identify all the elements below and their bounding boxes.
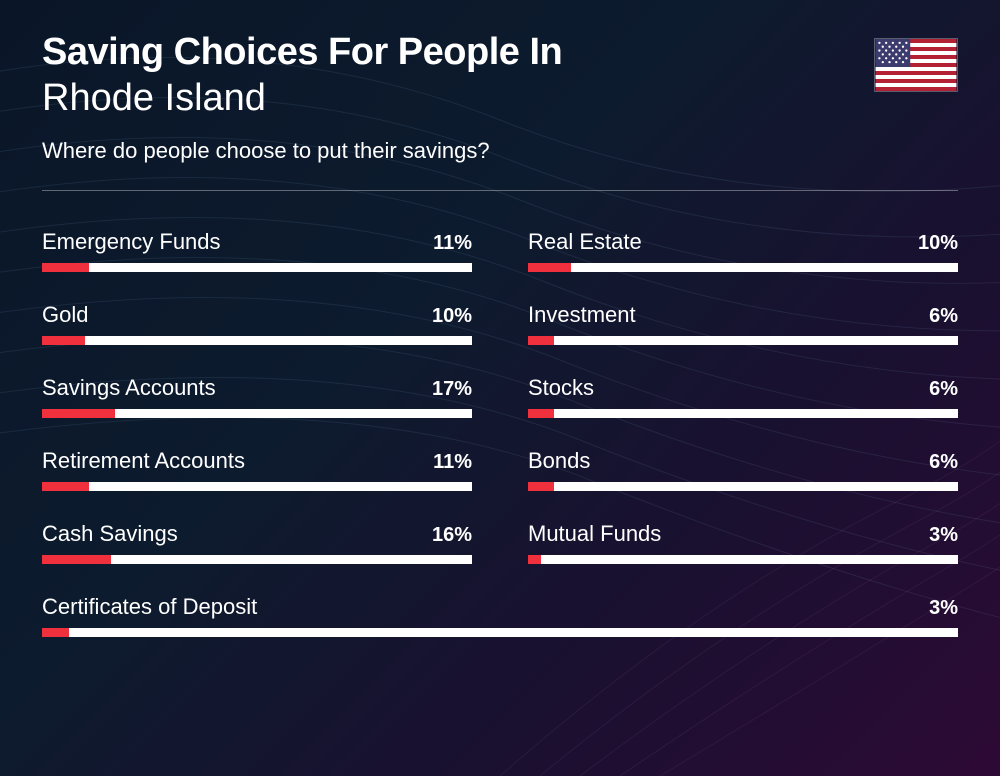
bar-fill [42,628,69,637]
bar-label: Emergency Funds [42,229,221,255]
bar-value: 6% [929,451,958,474]
bar-fill [528,336,554,345]
bar-fill [42,409,115,418]
bar-label: Stocks [528,375,594,401]
bar-track [42,555,472,564]
bar-label: Investment [528,302,636,328]
bar-value: 16% [432,524,472,547]
bar-label: Gold [42,302,88,328]
bar-item: Certificates of Deposit 3% [42,564,958,637]
bar-item: Emergency Funds 11% [42,199,472,272]
bar-item: Retirement Accounts 11% [42,418,472,491]
bar-label: Retirement Accounts [42,448,245,474]
bar-item: Investment 6% [528,272,958,345]
bar-fill [42,336,85,345]
bar-item: Gold 10% [42,272,472,345]
divider [42,190,958,191]
title-line2: Rhode Island [42,78,874,120]
us-flag-icon [874,38,958,92]
bar-value: 6% [929,305,958,328]
bar-track [528,263,958,272]
bar-track [42,628,958,637]
bar-track [42,336,472,345]
subtitle: Where do people choose to put their savi… [42,138,874,164]
bar-value: 6% [929,378,958,401]
bar-track [42,263,472,272]
bar-value: 11% [433,232,472,255]
bar-track [528,409,958,418]
bars-grid: Emergency Funds 11% Real Estate 10% Gold 10% I… [42,199,958,637]
bar-fill [528,409,554,418]
bar-fill [42,555,111,564]
bar-label: Savings Accounts [42,375,216,401]
bar-label: Real Estate [528,229,642,255]
bar-track [528,482,958,491]
bar-item: Mutual Funds 3% [528,491,958,564]
bar-item: Stocks 6% [528,345,958,418]
bar-item: Cash Savings 16% [42,491,472,564]
bar-fill [528,482,554,491]
bar-value: 3% [929,524,958,547]
bar-item: Real Estate 10% [528,199,958,272]
bar-label: Cash Savings [42,521,178,547]
bar-value: 11% [433,451,472,474]
bar-fill [42,482,89,491]
bar-value: 17% [432,378,472,401]
bar-fill [42,263,89,272]
header: Saving Choices For People In Rhode Islan… [42,32,958,164]
bar-item: Bonds 6% [528,418,958,491]
bar-fill [528,555,541,564]
bar-track [42,482,472,491]
bar-label: Certificates of Deposit [42,594,257,620]
bar-value: 3% [929,597,958,620]
title-line1: Saving Choices For People In [42,32,874,74]
bar-track [528,555,958,564]
bar-label: Bonds [528,448,590,474]
bar-track [528,336,958,345]
bar-value: 10% [918,232,958,255]
bar-label: Mutual Funds [528,521,661,547]
bar-item: Savings Accounts 17% [42,345,472,418]
bar-track [42,409,472,418]
bar-fill [528,263,571,272]
bar-value: 10% [432,305,472,328]
